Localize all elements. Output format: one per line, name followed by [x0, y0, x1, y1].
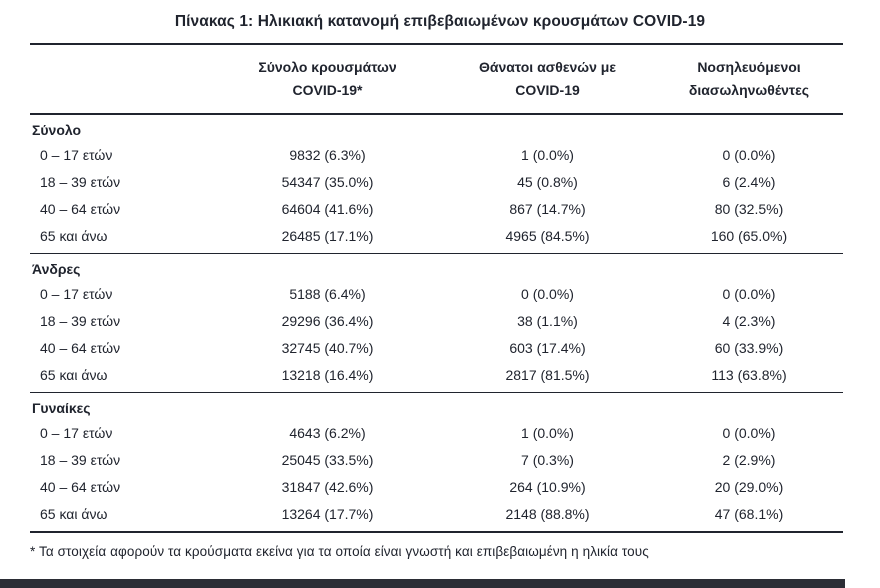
deaths-value: 1 (0.0%) [521, 147, 574, 163]
intubated-value: 4 (2.3%) [722, 313, 776, 329]
age-group-label: 0 – 17 ετών [40, 425, 113, 441]
deaths-value: 7 (0.3%) [521, 452, 574, 468]
deaths-value: 1 (0.0%) [521, 425, 574, 441]
table-row: 40 – 64 ετών 64604 (41.6%) 867 (14.7%) 8… [30, 196, 843, 223]
section-label-total: Σύνολο [32, 122, 82, 138]
intubated-value: 47 (68.1%) [714, 506, 784, 522]
cases-value: 13264 (17.7%) [281, 506, 374, 522]
deaths-value: 867 (14.7%) [509, 201, 586, 217]
cases-value: 54347 (35.0%) [281, 174, 374, 190]
deaths-value: 4965 (84.5%) [505, 228, 590, 244]
table-row: 18 – 39 ετών 54347 (35.0%) 45 (0.8%) 6 (… [30, 169, 843, 196]
table-header-row: Σύνολο κρουσμάτων COVID-19* Θάνατοι ασθε… [30, 45, 843, 115]
table-row: 65 και άνω 13264 (17.7%) 2148 (88.8%) 47… [30, 501, 843, 528]
intubated-value: 2 (2.9%) [722, 452, 776, 468]
table-row: 40 – 64 ετών 32745 (40.7%) 603 (17.4%) 6… [30, 335, 843, 362]
cases-value: 13218 (16.4%) [281, 367, 374, 383]
deaths-value: 38 (1.1%) [517, 313, 578, 329]
cases-value: 32745 (40.7%) [281, 340, 374, 356]
intubated-value: 80 (32.5%) [714, 201, 784, 217]
section-label-women: Γυναίκες [32, 400, 91, 416]
table-row: 65 και άνω 26485 (17.1%) 4965 (84.5%) 16… [30, 223, 843, 250]
column-header-intubated-line1: Νοσηλευόμενοι [697, 59, 801, 75]
age-group-label: 18 – 39 ετών [40, 313, 121, 329]
age-group-label: 40 – 64 ετών [40, 479, 121, 495]
table-row: 18 – 39 ετών 29296 (36.4%) 38 (1.1%) 4 (… [30, 308, 843, 335]
column-header-deaths-line2: COVID-19 [515, 82, 580, 98]
age-group-label: 18 – 39 ετών [40, 452, 121, 468]
age-group-label: 65 και άνω [40, 506, 108, 522]
age-group-label: 18 – 39 ετών [40, 174, 121, 190]
deaths-value: 603 (17.4%) [509, 340, 586, 356]
intubated-value: 60 (33.9%) [714, 340, 784, 356]
cases-value: 9832 (6.3%) [289, 147, 366, 163]
age-group-label: 40 – 64 ετών [40, 201, 121, 217]
cases-value: 26485 (17.1%) [281, 228, 374, 244]
cases-value: 29296 (36.4%) [281, 313, 374, 329]
section-men: Άνδρες 0 – 17 ετών 5188 (6.4%) 0 (0.0%) … [30, 254, 843, 393]
intubated-value: 0 (0.0%) [722, 425, 776, 441]
cases-value: 5188 (6.4%) [289, 286, 366, 302]
intubated-value: 160 (65.0%) [710, 228, 788, 244]
age-group-label: 65 και άνω [40, 367, 108, 383]
section-label-men: Άνδρες [32, 261, 81, 277]
cases-value: 31847 (42.6%) [281, 479, 374, 495]
table-row: 0 – 17 ετών 4643 (6.2%) 1 (0.0%) 0 (0.0%… [30, 420, 843, 447]
column-header-intubated-line2: διασωληνωθέντες [688, 82, 810, 98]
cases-value: 25045 (33.5%) [281, 452, 374, 468]
cases-value: 4643 (6.2%) [289, 425, 366, 441]
column-header-cases-line2: COVID-19* [292, 82, 363, 98]
intubated-value: 6 (2.4%) [722, 174, 776, 190]
column-header-deaths-line1: Θάνατοι ασθενών με [479, 59, 616, 75]
section-total: Σύνολο 0 – 17 ετών 9832 (6.3%) 1 (0.0%) … [30, 115, 843, 254]
table-footnote: * Τα στοιχεία αφορούν τα κρούσματα εκείν… [30, 544, 649, 559]
section-women: Γυναίκες 0 – 17 ετών 4643 (6.2%) 1 (0.0%… [30, 393, 843, 533]
deaths-value: 2148 (88.8%) [505, 506, 590, 522]
column-header-cases: Σύνολο κρουσμάτων COVID-19* [215, 56, 440, 102]
intubated-value: 0 (0.0%) [722, 286, 776, 302]
table-row: 40 – 64 ετών 31847 (42.6%) 264 (10.9%) 2… [30, 474, 843, 501]
cropped-dark-bar [0, 579, 845, 588]
table-row: 18 – 39 ετών 25045 (33.5%) 7 (0.3%) 2 (2… [30, 447, 843, 474]
intubated-value: 20 (29.0%) [714, 479, 784, 495]
table-title: Πίνακας 1: Ηλικιακή κατανομή επιβεβαιωμέ… [174, 13, 706, 30]
covid-age-distribution-table: Σύνολο κρουσμάτων COVID-19* Θάνατοι ασθε… [30, 43, 843, 533]
age-group-label: 0 – 17 ετών [40, 147, 113, 163]
age-group-label: 65 και άνω [40, 228, 108, 244]
column-header-intubated: Νοσηλευόμενοι διασωληνωθέντες [655, 56, 843, 102]
table-row: 65 και άνω 13218 (16.4%) 2817 (81.5%) 11… [30, 362, 843, 389]
intubated-value: 0 (0.0%) [722, 147, 776, 163]
deaths-value: 264 (10.9%) [509, 479, 586, 495]
age-group-label: 0 – 17 ετών [40, 286, 113, 302]
cases-value: 64604 (41.6%) [281, 201, 374, 217]
deaths-value: 0 (0.0%) [521, 286, 574, 302]
table-row: 0 – 17 ετών 9832 (6.3%) 1 (0.0%) 0 (0.0%… [30, 142, 843, 169]
column-header-deaths: Θάνατοι ασθενών με COVID-19 [440, 56, 655, 102]
column-header-cases-line1: Σύνολο κρουσμάτων [258, 59, 397, 75]
intubated-value: 113 (63.8%) [711, 367, 787, 383]
deaths-value: 2817 (81.5%) [505, 367, 590, 383]
age-group-label: 40 – 64 ετών [40, 340, 121, 356]
deaths-value: 45 (0.8%) [517, 174, 578, 190]
table-row: 0 – 17 ετών 5188 (6.4%) 0 (0.0%) 0 (0.0%… [30, 281, 843, 308]
